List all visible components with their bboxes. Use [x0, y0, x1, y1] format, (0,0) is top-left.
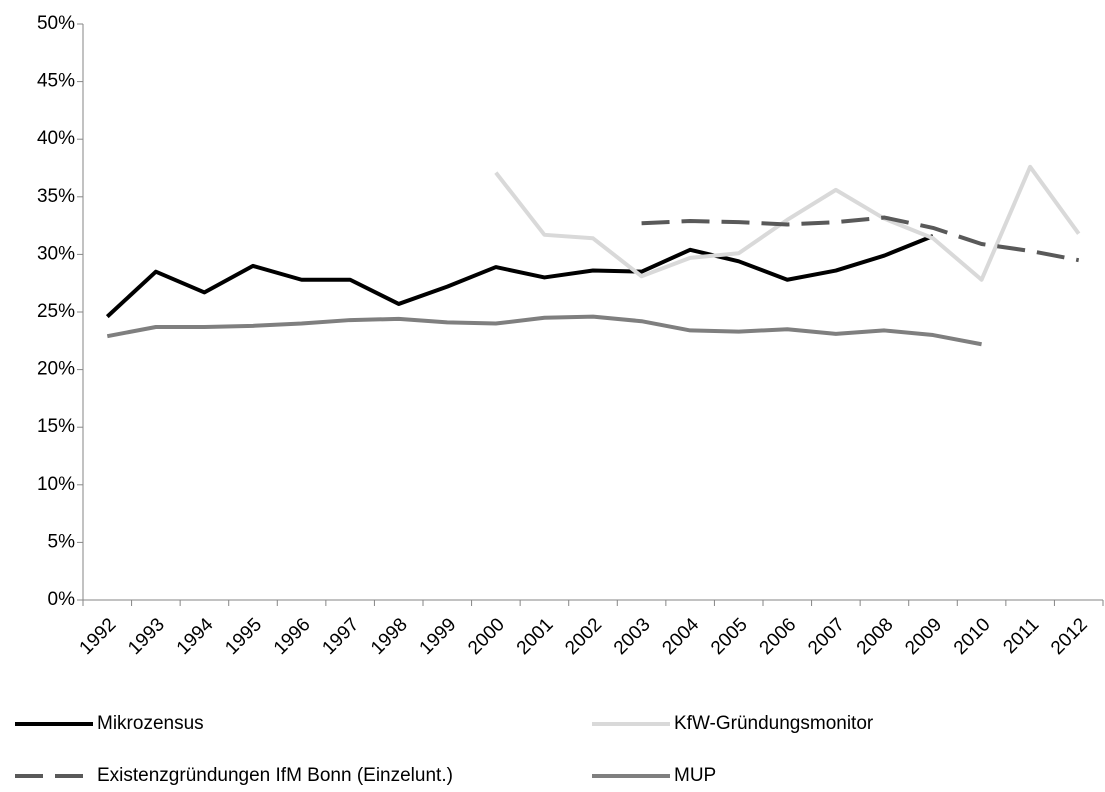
y-tick-label: 15%: [37, 416, 75, 437]
x-tick-label: 2004: [658, 614, 703, 659]
y-tick-label: 45%: [37, 71, 75, 92]
y-tick-label: 5%: [48, 531, 76, 552]
x-tick-label: 2002: [561, 614, 606, 659]
x-tick-label: 2011: [999, 614, 1043, 658]
x-tick-label: 2010: [950, 614, 995, 659]
legend-label: Mikrozensus: [97, 713, 204, 734]
x-tick-label: 2003: [610, 614, 655, 659]
legend-label: KfW-Gründungsmonitor: [674, 713, 874, 734]
series-line: [105, 234, 934, 319]
x-tick-label: 2006: [756, 614, 801, 659]
x-tick-label: 2012: [1047, 614, 1092, 659]
series-line: [494, 164, 1081, 282]
x-tick-label: 2001: [513, 614, 558, 659]
legend-label: MUP: [674, 765, 716, 786]
x-tick-label: 1997: [318, 614, 363, 659]
x-tick-label: 2007: [804, 614, 849, 659]
x-tick-label: 1998: [367, 614, 412, 659]
series-line: [106, 314, 982, 347]
x-tick-label: 1995: [221, 614, 266, 659]
y-tick-label: 25%: [37, 301, 75, 322]
legend-label: Existenzgründungen IfM Bonn (Einzelunt.): [97, 765, 453, 786]
y-tick-label: 40%: [37, 128, 75, 149]
x-tick-label: 1993: [124, 614, 169, 659]
x-tick-label: 1994: [173, 614, 218, 659]
x-tick-label: 2008: [853, 614, 898, 659]
y-tick-label: 30%: [37, 243, 75, 264]
y-tick-label: 35%: [37, 186, 75, 207]
x-tick-label: 1999: [416, 614, 461, 659]
x-tick-label: 1992: [76, 614, 121, 659]
y-tick-label: 50%: [37, 13, 75, 34]
x-tick-label: 1996: [270, 614, 315, 659]
y-tick-label: 10%: [37, 474, 75, 495]
y-tick-label: 20%: [37, 359, 75, 380]
x-tick-label: 2005: [707, 614, 752, 659]
y-tick-label: 0%: [48, 589, 76, 610]
series-line: [641, 215, 1080, 263]
x-tick-label: 2009: [901, 614, 946, 659]
x-tick-label: 2000: [464, 614, 509, 659]
